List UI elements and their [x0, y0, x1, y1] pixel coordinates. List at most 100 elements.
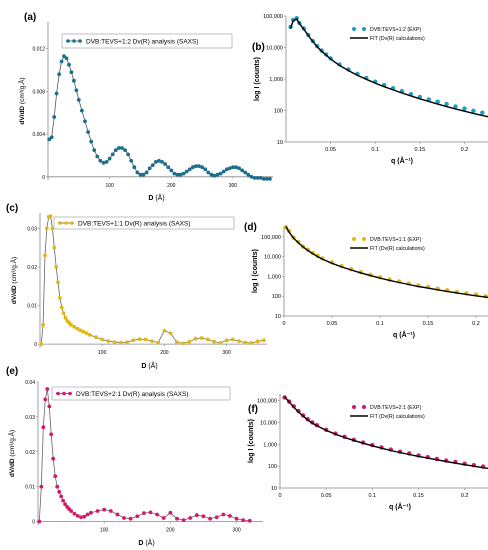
panel-4: (e) 100 200 300 0 0.01 0.02 0.03 0.04 D (Å) dV/dD … — [6, 366, 263, 547]
data-point — [37, 519, 42, 524]
data-point — [246, 172, 251, 177]
data-point — [208, 516, 213, 521]
data-point — [59, 59, 64, 64]
y-tick-label: 10,000 — [264, 255, 281, 261]
data-point — [215, 172, 220, 177]
y-tick-label: 0.01 — [27, 304, 37, 310]
data-point — [181, 341, 185, 346]
data-point — [268, 177, 272, 181]
data-point — [54, 265, 59, 269]
data-point — [59, 494, 64, 499]
data-point — [197, 164, 201, 169]
legend-box — [61, 33, 233, 49]
data-point — [234, 165, 238, 170]
data-point — [249, 174, 254, 179]
data-point — [262, 338, 266, 343]
series-line — [40, 215, 264, 345]
legend-label: FIT (Dv(R) calculations) — [370, 246, 425, 252]
fit-line — [285, 226, 488, 299]
data-point — [193, 336, 198, 341]
legend-marker — [78, 39, 82, 43]
data-point — [252, 176, 257, 180]
data-point — [162, 328, 167, 333]
x-tick-label: 0.05 — [327, 321, 338, 327]
x-tick-label: 300 — [229, 183, 238, 189]
data-point — [234, 516, 239, 521]
data-point — [240, 168, 245, 173]
data-point — [147, 166, 152, 171]
data-point — [168, 331, 173, 336]
data-point — [43, 397, 48, 402]
data-point — [131, 338, 136, 343]
y-tick-label: 10 — [275, 314, 281, 320]
legend-label: DVB:TEVS+1:2 (EXP) — [370, 27, 421, 33]
data-point — [53, 474, 58, 479]
data-point — [255, 339, 260, 344]
x-tick-label: 0.15 — [413, 493, 424, 499]
data-point — [187, 339, 192, 344]
y-tick-label: 0.012 — [32, 47, 45, 53]
data-point — [227, 166, 232, 171]
data-point — [135, 170, 140, 175]
data-point — [264, 177, 269, 181]
data-point — [243, 340, 248, 345]
y-tick-label: 0 — [34, 342, 37, 348]
data-point — [63, 316, 68, 320]
data-point — [221, 169, 226, 174]
data-point — [188, 516, 193, 520]
exp-point — [462, 106, 467, 111]
data-point — [199, 336, 204, 340]
y-tick-label: 0.004 — [32, 132, 45, 138]
data-point — [155, 512, 160, 517]
panel-letter: (a) — [24, 12, 36, 23]
data-point — [138, 172, 143, 177]
y-tick-label: 100,000 — [261, 235, 281, 241]
data-point — [209, 172, 214, 177]
data-point — [95, 509, 100, 513]
data-point — [108, 509, 113, 513]
y-tick-label: 100 — [274, 109, 283, 115]
data-point — [69, 70, 74, 75]
data-point — [201, 514, 206, 519]
data-point — [98, 158, 103, 163]
panel-letter: (e) — [6, 366, 18, 377]
legend-marker — [58, 221, 62, 225]
data-point — [203, 167, 208, 172]
data-point — [72, 324, 77, 329]
y-tick-label: 10,000 — [266, 46, 283, 52]
data-point — [56, 280, 60, 285]
data-point — [200, 165, 205, 170]
x-tick-label: 0.1 — [376, 321, 384, 327]
x-tick-label: 0.1 — [368, 493, 376, 499]
data-point — [224, 167, 229, 172]
legend-box — [53, 216, 235, 230]
data-point — [49, 432, 54, 437]
data-point — [57, 72, 61, 77]
legend-marker — [62, 391, 66, 396]
data-point — [117, 146, 121, 150]
x-tick-label: 0 — [278, 493, 281, 499]
data-point — [218, 341, 223, 345]
data-point — [41, 323, 45, 327]
data-point — [144, 170, 149, 175]
y-axis-title: dV/dD (cm³/g.Å) — [7, 430, 16, 477]
panel-letter: (b) — [252, 42, 265, 53]
data-point — [141, 172, 146, 177]
data-point — [150, 163, 155, 168]
data-point — [87, 333, 92, 337]
y-tick-label: 0.02 — [27, 265, 37, 271]
data-point — [57, 490, 62, 494]
data-point — [61, 311, 66, 316]
data-point — [143, 337, 148, 342]
data-point — [168, 510, 173, 515]
legend-label: DVB:TEVS+2:1 Dv(R) analysis (SAXS) — [76, 391, 189, 398]
data-point — [82, 514, 87, 519]
data-point — [148, 510, 153, 515]
x-tick-label: 200 — [166, 528, 175, 534]
data-point — [184, 169, 189, 174]
data-point — [83, 119, 87, 124]
y-tick-label: 0 — [42, 175, 45, 181]
data-point — [52, 115, 57, 119]
exp-point — [444, 101, 449, 107]
y-tick-label: 0 — [32, 520, 35, 526]
